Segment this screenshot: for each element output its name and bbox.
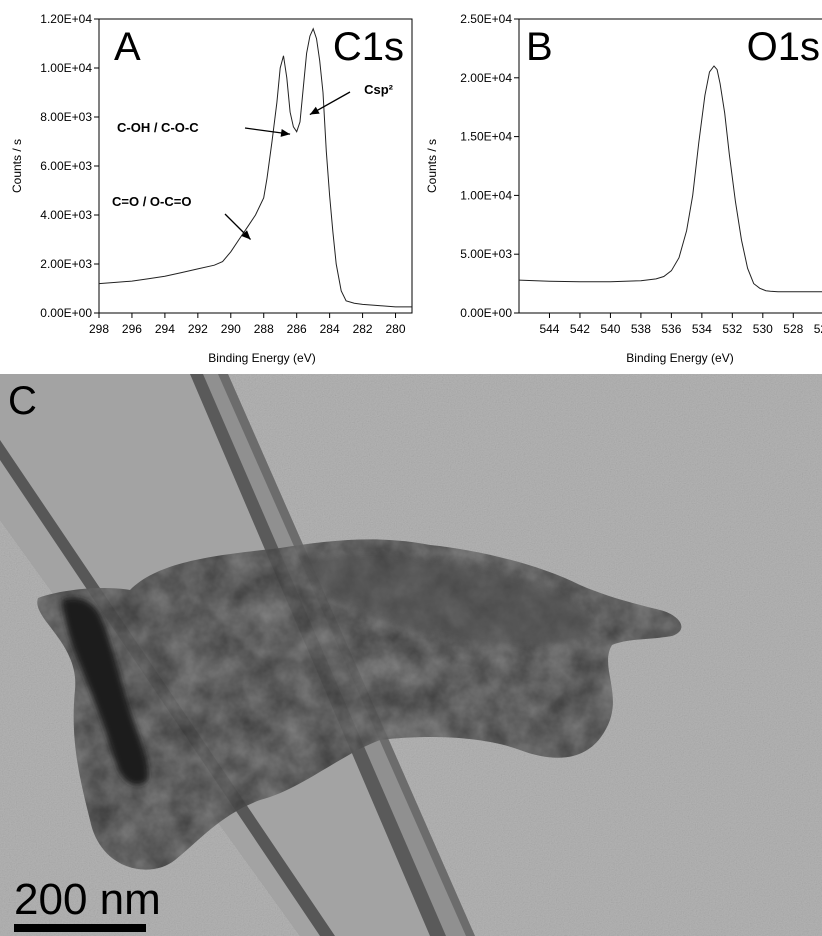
y-tick-label: 2.00E+03 bbox=[40, 257, 92, 271]
x-tick-label: 298 bbox=[89, 322, 109, 336]
plot-frame-a bbox=[98, 18, 413, 314]
x-tick-label: 288 bbox=[254, 322, 274, 336]
y-tick-label: 6.00E+03 bbox=[40, 159, 92, 173]
c1s-spectrum-line bbox=[98, 27, 412, 308]
y-axis-a: 0.00E+00 2.00E+03 4.00E+03 6.00E+03 8.00E+03… bbox=[40, 12, 99, 320]
peak-annotation-label: C-OH / C-O-C bbox=[117, 120, 199, 135]
x-tick-label: 284 bbox=[320, 322, 340, 336]
x-tick-label: 530 bbox=[753, 322, 773, 336]
y-tick-label: 4.00E+03 bbox=[40, 208, 92, 222]
y-tick-label: 1.50E+04 bbox=[460, 130, 512, 144]
y-tick-label: 1.00E+04 bbox=[40, 61, 92, 75]
panel-a: A C1s 0.00E+00 2.00E+03 4.00E+03 6.00E+03 8.… bbox=[10, 12, 413, 365]
x-tick-label: 540 bbox=[600, 322, 620, 336]
x-tick-label: 286 bbox=[287, 322, 307, 336]
x-tick-label: 290 bbox=[221, 322, 241, 336]
y-tick-label: 0.00E+00 bbox=[40, 306, 92, 320]
y-tick-label: 0.00E+00 bbox=[460, 306, 512, 320]
y-axis-b: 0.00E+00 5.00E+03 1.00E+04 1.50E+04 2.00E+04… bbox=[460, 12, 519, 320]
x-axis-b: 544 542 540 538 536 534 532 530 528 526 bbox=[539, 313, 822, 336]
plot-frame-b bbox=[518, 18, 822, 314]
panel-letter-b: B bbox=[526, 25, 553, 69]
y-axis-label-a: Counts / s bbox=[10, 139, 24, 193]
x-tick-label: 536 bbox=[661, 322, 681, 336]
panel-b: B O1s 0.00E+00 5.00E+03 1.00E+04 1.50E+04 2.… bbox=[425, 12, 822, 365]
x-axis-label-a: Binding Energy (eV) bbox=[208, 351, 315, 365]
annotation-arrowhead bbox=[241, 230, 251, 240]
scalebar bbox=[14, 924, 146, 932]
y-tick-label: 8.00E+03 bbox=[40, 110, 92, 124]
x-tick-label: 280 bbox=[386, 322, 406, 336]
y-tick-label: 1.20E+04 bbox=[40, 12, 92, 26]
x-tick-label: 532 bbox=[722, 322, 742, 336]
panel-title-b: O1s bbox=[747, 25, 820, 69]
panel-letter-c: C bbox=[8, 379, 37, 423]
tem-micrograph: 200 nm C bbox=[0, 374, 822, 936]
x-tick-label: 534 bbox=[692, 322, 712, 336]
x-axis-label-b: Binding Energy (eV) bbox=[626, 351, 733, 365]
annotation-arrowhead bbox=[309, 106, 320, 115]
x-tick-label: 294 bbox=[155, 322, 175, 336]
x-tick-label: 296 bbox=[122, 322, 142, 336]
x-tick-label: 292 bbox=[188, 322, 208, 336]
x-tick-label: 544 bbox=[539, 322, 559, 336]
y-tick-label: 5.00E+03 bbox=[460, 247, 512, 261]
panel-letter-a: A bbox=[114, 25, 141, 69]
x-tick-label: 526 bbox=[814, 322, 822, 336]
x-axis-a: 298 296 294 292 290 288 286 284 282 280 bbox=[89, 313, 406, 336]
y-axis-label-b: Counts / s bbox=[425, 139, 439, 193]
y-tick-label: 1.00E+04 bbox=[460, 188, 512, 202]
annotation-arrowhead bbox=[280, 129, 291, 137]
x-tick-label: 542 bbox=[570, 322, 590, 336]
scalebar-label: 200 nm bbox=[14, 875, 161, 924]
peak-annotation-label: Csp² bbox=[364, 82, 394, 97]
y-tick-label: 2.50E+04 bbox=[460, 12, 512, 26]
peak-annotation-label: C=O / O-C=O bbox=[112, 194, 191, 209]
y-tick-label: 2.00E+04 bbox=[460, 71, 512, 85]
x-tick-label: 528 bbox=[783, 322, 803, 336]
x-tick-label: 538 bbox=[631, 322, 651, 336]
x-tick-label: 282 bbox=[353, 322, 373, 336]
panel-title-a: C1s bbox=[333, 25, 404, 69]
annotations-a: C-OH / C-O-C C=O / O-C=O Csp² bbox=[112, 82, 394, 240]
o1s-spectrum-line bbox=[518, 65, 822, 293]
